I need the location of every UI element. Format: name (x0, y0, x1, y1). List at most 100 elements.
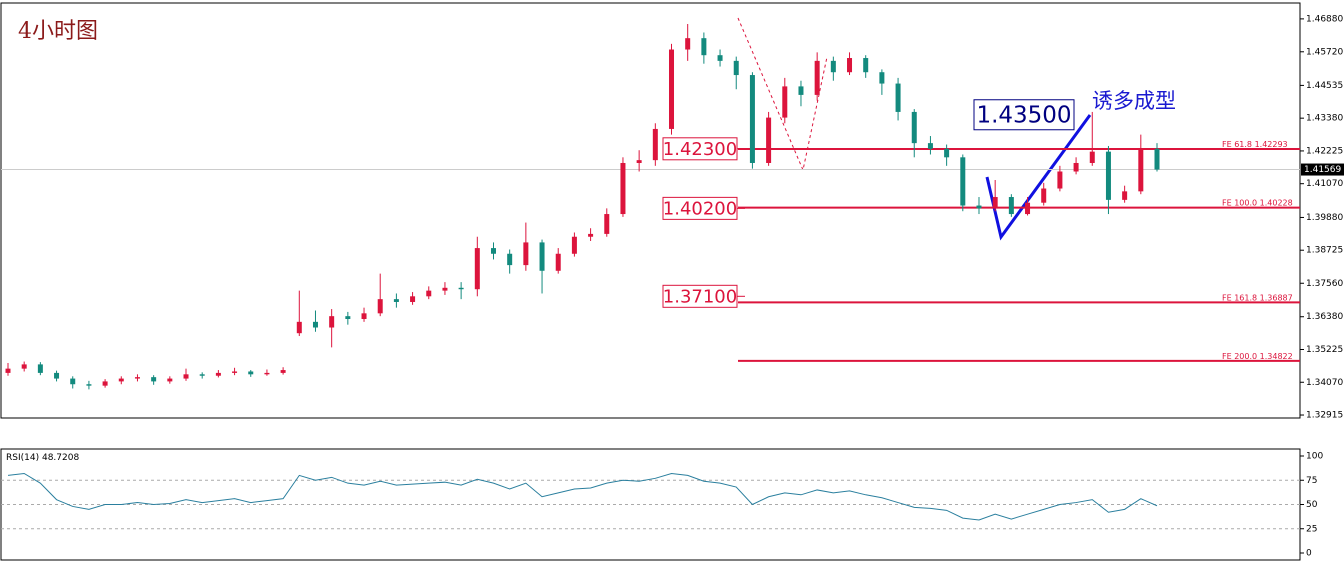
candle-body (345, 316, 351, 320)
candle-body (426, 290, 432, 297)
candle-body (636, 160, 642, 163)
candle-body (717, 55, 723, 61)
candle-body (5, 368, 11, 373)
candle-body (685, 38, 691, 50)
fe-name: FE 100.0 (1222, 198, 1257, 207)
fe-value: 1.34822 (1260, 351, 1293, 360)
candle-body (70, 378, 76, 385)
rsi-tick-label: 25 (1306, 524, 1317, 534)
level-box-label: 1.42300 (663, 139, 737, 160)
candle-body (944, 148, 950, 158)
fe-value: 1.42293 (1255, 140, 1288, 149)
candle-body (1025, 202, 1031, 215)
y-tick-label: 1.46880 (1306, 14, 1343, 24)
candle-body (507, 253, 513, 266)
current-price-box (1301, 163, 1344, 176)
rsi-tick-label: 50 (1306, 500, 1318, 510)
fe-name: FE 61.8 (1222, 140, 1252, 149)
candle-body (183, 374, 189, 379)
level-box-label: 1.40200 (663, 198, 737, 219)
candle-body (134, 377, 140, 379)
y-tick-label: 1.42225 (1306, 146, 1343, 156)
candle-body (215, 372, 221, 376)
candle-body (21, 364, 27, 369)
chart-title: 4小时图 (18, 19, 98, 44)
y-tick-label: 1.45720 (1306, 47, 1343, 57)
y-tick-label: 1.34070 (1306, 378, 1343, 388)
candle-body (329, 316, 335, 328)
candle-body (976, 205, 982, 209)
candle-body (1073, 162, 1079, 172)
candle-body (232, 371, 238, 373)
rsi-last: 48.7208 (42, 453, 79, 463)
candle-body (620, 162, 626, 215)
candle-body (733, 60, 739, 76)
candle-body (539, 242, 545, 271)
annotation: 诱多成型 (1092, 89, 1176, 113)
candle-body (1154, 148, 1160, 170)
y-tick-label: 1.41070 (1306, 179, 1343, 189)
candle-body (669, 49, 675, 129)
rsi-tick-label: 0 (1306, 549, 1312, 559)
candle-body (571, 236, 577, 254)
candle-body (749, 75, 755, 163)
candle-body (766, 117, 772, 163)
price-panel (0, 2, 1301, 419)
y-tick-label: 1.32915 (1306, 411, 1343, 421)
candle-body (102, 381, 108, 386)
v-pattern (985, 114, 1092, 241)
candle-body (895, 83, 901, 112)
fe-value: 1.36887 (1260, 293, 1293, 302)
candle-body (814, 60, 820, 95)
rsi-tick-label: 75 (1306, 476, 1317, 486)
rsi-name: RSI(14) (6, 453, 39, 463)
candle-body (248, 371, 254, 375)
y-tick-label: 1.44535 (1306, 81, 1343, 91)
fe-label: FE 100.0 1.40228 (1222, 198, 1293, 207)
candle-body (830, 60, 836, 73)
rsi-tick-label: 100 (1306, 452, 1323, 462)
fe-name: FE 200.0 (1222, 351, 1257, 360)
candle-body (652, 128, 658, 161)
candle-body (458, 287, 464, 290)
fe-label: FE 61.8 1.42293 (1222, 140, 1288, 149)
level-box-label: 1.37100 (663, 286, 737, 307)
candle-body (361, 313, 367, 320)
candle-body (86, 384, 92, 386)
candle-body (555, 253, 561, 271)
candle-body (1057, 171, 1063, 189)
candle-body (37, 364, 43, 373)
candle-body (199, 374, 205, 376)
candle-body (118, 378, 124, 382)
y-tick-label: 1.35225 (1306, 345, 1343, 355)
candle-body (1041, 188, 1047, 203)
candle-body (1138, 148, 1144, 192)
y-tick-label: 1.36380 (1306, 312, 1343, 322)
candle-body (911, 111, 917, 144)
candle-body (410, 296, 416, 302)
y-tick-label: 1.39880 (1306, 213, 1343, 223)
candle-body (782, 86, 788, 118)
candle-body (151, 377, 157, 382)
fe-label: FE 161.8 1.36887 (1222, 293, 1293, 302)
candle-body (377, 299, 383, 314)
candle-body (54, 372, 60, 379)
candle-body (280, 370, 286, 373)
candle-body (523, 242, 529, 266)
candle-body (264, 372, 270, 375)
candle-body (960, 157, 966, 206)
fe-value: 1.40228 (1260, 198, 1293, 207)
candle-body (474, 248, 480, 290)
candle-body (296, 321, 302, 334)
candle-body (1122, 191, 1128, 200)
candle-body (863, 58, 869, 73)
candle-body (992, 197, 998, 209)
current-price: 1.41569 (1304, 165, 1341, 175)
fe-name: FE 161.8 (1222, 293, 1257, 302)
candle-body (1105, 151, 1111, 200)
y-tick-label: 1.37560 (1306, 279, 1343, 289)
candle-body (588, 233, 594, 237)
candle-body (604, 214, 610, 234)
candle-body (442, 287, 448, 291)
candle-body (1089, 151, 1095, 163)
